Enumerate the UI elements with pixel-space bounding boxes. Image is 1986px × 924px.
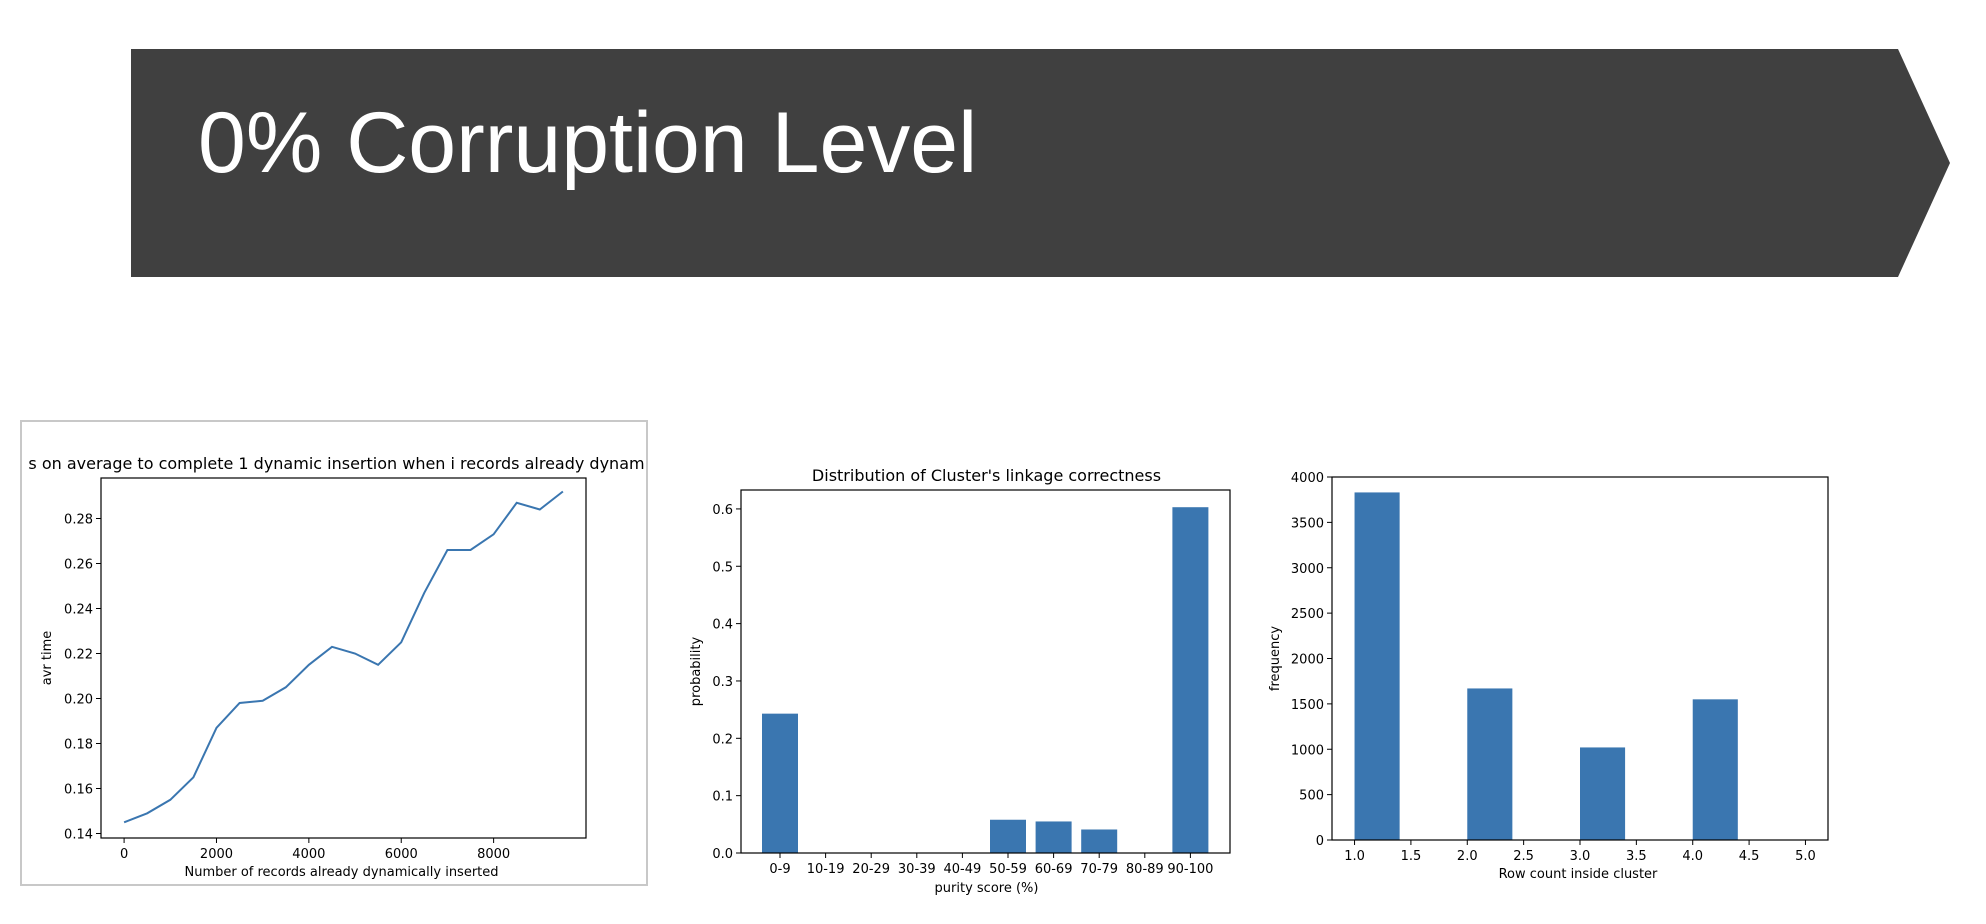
y-tick-label: 0.26 <box>64 558 93 573</box>
y-tick-label: 0.4 <box>712 618 733 633</box>
x-axis-label: purity score (%) <box>935 881 1039 896</box>
line-chart-frame <box>20 420 648 886</box>
y-tick-label: 1500 <box>1291 698 1324 713</box>
y-tick-label: 4000 <box>1291 471 1324 486</box>
x-tick-label: 2.5 <box>1513 849 1534 864</box>
x-tick-label: 80-89 <box>1126 862 1164 877</box>
x-tick-label: 2.0 <box>1457 849 1478 864</box>
y-tick-label: 0.14 <box>64 828 93 843</box>
bar <box>1081 829 1118 853</box>
x-tick-label: 40-49 <box>944 862 982 877</box>
y-tick-label: 0.28 <box>64 513 93 528</box>
y-tick-label: 2000 <box>1291 653 1324 668</box>
x-tick-label: 2000 <box>200 847 233 862</box>
x-tick-label: 1.0 <box>1344 849 1365 864</box>
x-axis-label: Number of records already dynamically in… <box>184 865 498 880</box>
bar <box>1692 699 1738 840</box>
bar-chart-axes-frame <box>740 489 1231 854</box>
x-tick-label: 4.5 <box>1739 849 1760 864</box>
bar-chart-title: Distribution of Cluster's linkage correc… <box>812 466 1161 485</box>
line-chart-axes-frame <box>100 477 587 839</box>
y-tick-label: 0.18 <box>64 738 93 753</box>
x-tick-label: 90-100 <box>1167 862 1213 877</box>
slide-title: 0% Corruption Level <box>198 95 978 191</box>
x-tick-label: 30-39 <box>898 862 936 877</box>
x-tick-label: 6000 <box>385 847 418 862</box>
y-tick-label: 0.16 <box>64 783 93 798</box>
bar <box>990 819 1026 853</box>
y-axis-label: probability <box>689 637 704 707</box>
y-tick-label: 0.22 <box>64 648 93 663</box>
y-tick-label: 3000 <box>1291 562 1324 577</box>
line-chart-title: s on average to complete 1 dynamic inser… <box>28 454 644 473</box>
y-tick-label: 0 <box>1316 834 1324 849</box>
x-tick-label: 0-9 <box>769 862 790 877</box>
x-tick-label: 4.0 <box>1682 849 1703 864</box>
x-tick-label: 0 <box>120 847 128 862</box>
x-tick-label: 1.5 <box>1401 849 1422 864</box>
bar <box>1580 747 1626 840</box>
x-tick-label: 3.5 <box>1626 849 1647 864</box>
y-tick-label: 0.5 <box>712 560 733 575</box>
y-axis-label: frequency <box>1268 626 1283 692</box>
bar <box>1354 492 1400 840</box>
bar <box>1172 507 1209 853</box>
x-axis-label: Row count inside cluster <box>1499 867 1658 882</box>
y-tick-label: 3500 <box>1291 516 1324 531</box>
y-tick-label: 0.6 <box>712 503 733 518</box>
series-line <box>123 490 564 824</box>
x-tick-label: 5.0 <box>1795 849 1816 864</box>
x-tick-label: 8000 <box>477 847 510 862</box>
y-tick-label: 0.2 <box>712 732 733 747</box>
x-tick-label: 70-79 <box>1080 862 1118 877</box>
bar <box>1035 821 1072 853</box>
y-tick-label: 1000 <box>1291 743 1324 758</box>
y-tick-label: 0.20 <box>64 693 93 708</box>
x-tick-label: 50-59 <box>989 862 1027 877</box>
y-tick-label: 0.3 <box>712 675 733 690</box>
y-tick-label: 0.24 <box>64 603 93 618</box>
y-tick-label: 0.1 <box>712 790 733 805</box>
bar <box>762 713 798 853</box>
y-tick-label: 500 <box>1299 789 1324 804</box>
y-tick-label: 0.0 <box>712 847 733 862</box>
x-tick-label: 4000 <box>292 847 325 862</box>
x-tick-label: 3.0 <box>1570 849 1591 864</box>
x-tick-label: 20-29 <box>852 862 890 877</box>
bar <box>1467 688 1513 840</box>
x-tick-label: 10-19 <box>807 862 845 877</box>
y-tick-label: 2500 <box>1291 607 1324 622</box>
banner-shape <box>131 49 1950 277</box>
y-axis-label: avr time <box>40 631 55 686</box>
x-tick-label: 60-69 <box>1035 862 1073 877</box>
slide-banner <box>131 49 1950 277</box>
